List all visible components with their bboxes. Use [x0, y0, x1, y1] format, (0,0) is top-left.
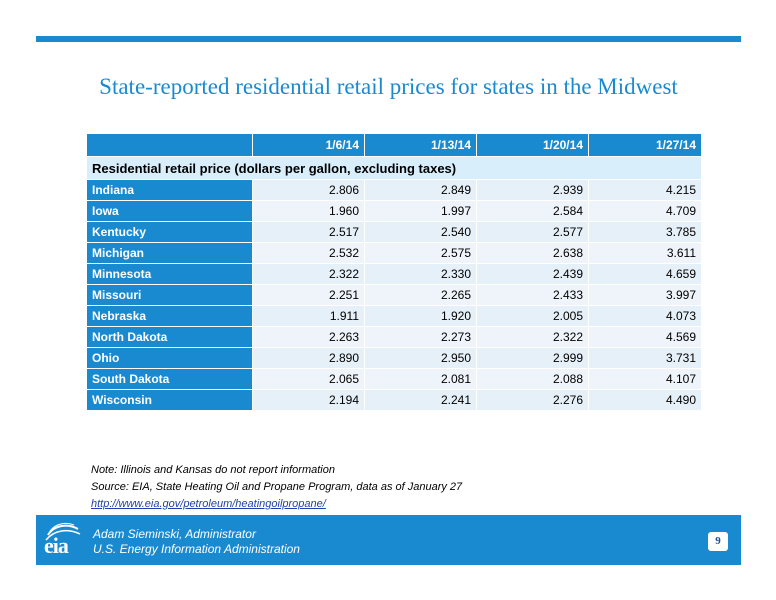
table-row: Kentucky 2.517 2.540 2.577 3.785 — [86, 221, 702, 243]
price-cell: 2.088 — [476, 368, 589, 390]
price-cell: 2.999 — [476, 347, 589, 369]
agency-name: U.S. Energy Information Administration — [93, 542, 300, 556]
source-text: Source: EIA, State Heating Oil and Propa… — [91, 481, 463, 493]
price-cell: 4.569 — [588, 326, 702, 348]
price-cell: 3.611 — [588, 242, 702, 264]
price-cell: 2.433 — [476, 284, 589, 306]
price-table: 1/6/14 1/13/14 1/20/14 1/27/14 Residenti… — [86, 133, 702, 411]
price-cell: 2.806 — [252, 179, 365, 201]
table-row: Minnesota 2.322 2.330 2.439 4.659 — [86, 263, 702, 285]
notes-block: Note: Illinois and Kansas do not report … — [91, 462, 462, 513]
price-cell: 2.517 — [252, 221, 365, 243]
price-cell: 2.265 — [364, 284, 477, 306]
price-cell: 2.322 — [252, 263, 365, 285]
slide-title: State-reported residential retail prices… — [99, 74, 678, 99]
state-name: South Dakota — [86, 368, 253, 390]
state-name: Missouri — [86, 284, 253, 306]
price-cell: 2.584 — [476, 200, 589, 222]
state-name: Ohio — [86, 347, 253, 369]
footer-credits: Adam Sieminski, Administrator U.S. Energ… — [93, 527, 300, 557]
state-name: North Dakota — [86, 326, 253, 348]
price-cell: 1.911 — [252, 305, 365, 327]
price-cell: 4.215 — [588, 179, 702, 201]
price-cell: 1.997 — [364, 200, 477, 222]
price-cell: 4.490 — [588, 389, 702, 411]
price-cell: 4.073 — [588, 305, 702, 327]
price-cell: 4.107 — [588, 368, 702, 390]
price-cell: 2.081 — [364, 368, 477, 390]
top-accent-bar — [36, 36, 741, 42]
column-header: 1/27/14 — [588, 133, 702, 157]
price-cell: 2.194 — [252, 389, 365, 411]
price-cell: 2.575 — [364, 242, 477, 264]
price-cell: 2.890 — [252, 347, 365, 369]
table-row: Iowa 1.960 1.997 2.584 4.709 — [86, 200, 702, 222]
state-name: Michigan — [86, 242, 253, 264]
price-cell: 2.273 — [364, 326, 477, 348]
price-cell: 2.276 — [476, 389, 589, 411]
administrator-name: Adam Sieminski, Administrator — [93, 527, 256, 541]
source-link[interactable]: http://www.eia.gov/petroleum/heatingoilp… — [91, 498, 326, 510]
note-text: Note: Illinois and Kansas do not report … — [91, 464, 335, 476]
header-corner — [86, 133, 253, 157]
price-cell: 4.659 — [588, 263, 702, 285]
price-cell: 2.330 — [364, 263, 477, 285]
price-cell: 1.960 — [252, 200, 365, 222]
eia-logo-icon — [45, 522, 81, 541]
table-row: South Dakota 2.065 2.081 2.088 4.107 — [86, 368, 702, 390]
price-cell: 2.638 — [476, 242, 589, 264]
footer-bar: eia Adam Sieminski, Administrator U.S. E… — [36, 515, 741, 565]
table-row: Wisconsin 2.194 2.241 2.276 4.490 — [86, 389, 702, 411]
price-cell: 2.950 — [364, 347, 477, 369]
price-cell: 2.241 — [364, 389, 477, 411]
price-cell: 3.785 — [588, 221, 702, 243]
price-cell: 2.322 — [476, 326, 589, 348]
price-cell: 3.731 — [588, 347, 702, 369]
table-row: Ohio 2.890 2.950 2.999 3.731 — [86, 347, 702, 369]
price-cell: 2.532 — [252, 242, 365, 264]
price-cell: 2.005 — [476, 305, 589, 327]
state-name: Kentucky — [86, 221, 253, 243]
table-row: Nebraska 1.911 1.920 2.005 4.073 — [86, 305, 702, 327]
price-cell: 2.540 — [364, 221, 477, 243]
state-name: Wisconsin — [86, 389, 253, 411]
price-cell: 2.263 — [252, 326, 365, 348]
section-row: Residential retail price (dollars per ga… — [86, 156, 702, 180]
column-header: 1/6/14 — [252, 133, 365, 157]
price-cell: 2.251 — [252, 284, 365, 306]
table-row: Indiana 2.806 2.849 2.939 4.215 — [86, 179, 702, 201]
table-row: Missouri 2.251 2.265 2.433 3.997 — [86, 284, 702, 306]
price-cell: 1.920 — [364, 305, 477, 327]
price-cell: 2.849 — [364, 179, 477, 201]
state-name: Indiana — [86, 179, 253, 201]
header-row: 1/6/14 1/13/14 1/20/14 1/27/14 — [86, 133, 702, 157]
state-name: Iowa — [86, 200, 253, 222]
price-cell: 4.709 — [588, 200, 702, 222]
logo-text: eia — [44, 533, 69, 558]
price-cell: 2.439 — [476, 263, 589, 285]
price-cell: 3.997 — [588, 284, 702, 306]
section-label: Residential retail price (dollars per ga… — [86, 156, 702, 180]
table-row: North Dakota 2.263 2.273 2.322 4.569 — [86, 326, 702, 348]
page-number: 9 — [708, 532, 728, 551]
column-header: 1/13/14 — [364, 133, 477, 157]
price-cell: 2.065 — [252, 368, 365, 390]
table-row: Michigan 2.532 2.575 2.638 3.611 — [86, 242, 702, 264]
state-name: Minnesota — [86, 263, 253, 285]
column-header: 1/20/14 — [476, 133, 589, 157]
price-cell: 2.577 — [476, 221, 589, 243]
price-cell: 2.939 — [476, 179, 589, 201]
state-name: Nebraska — [86, 305, 253, 327]
